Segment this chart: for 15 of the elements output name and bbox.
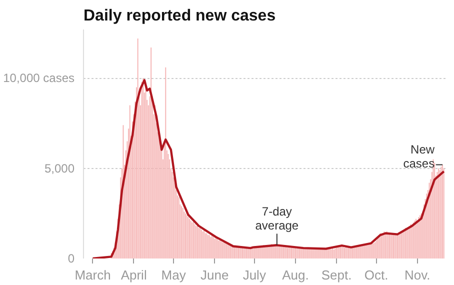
x-tick-label: June <box>200 268 229 282</box>
y-tick-label: 0 <box>68 252 75 266</box>
x-tick-label: Nov. <box>404 268 430 282</box>
x-tick-label: Aug. <box>282 268 309 282</box>
x-tick-label: May <box>161 268 186 282</box>
x-tick-label: April <box>120 268 147 282</box>
y-tick-label: 10,000 cases <box>3 71 75 86</box>
x-tick-label: Sept. <box>321 268 352 282</box>
x-tick-label: Oct. <box>364 268 388 282</box>
chart-title: Daily reported new cases <box>84 8 276 24</box>
x-tick-label: July <box>242 268 266 282</box>
x-tick-label: March <box>74 268 111 282</box>
y-tick-label: 5,000 <box>44 161 75 176</box>
annotation: New cases <box>403 142 435 171</box>
annotation: 7-day average <box>255 204 299 233</box>
